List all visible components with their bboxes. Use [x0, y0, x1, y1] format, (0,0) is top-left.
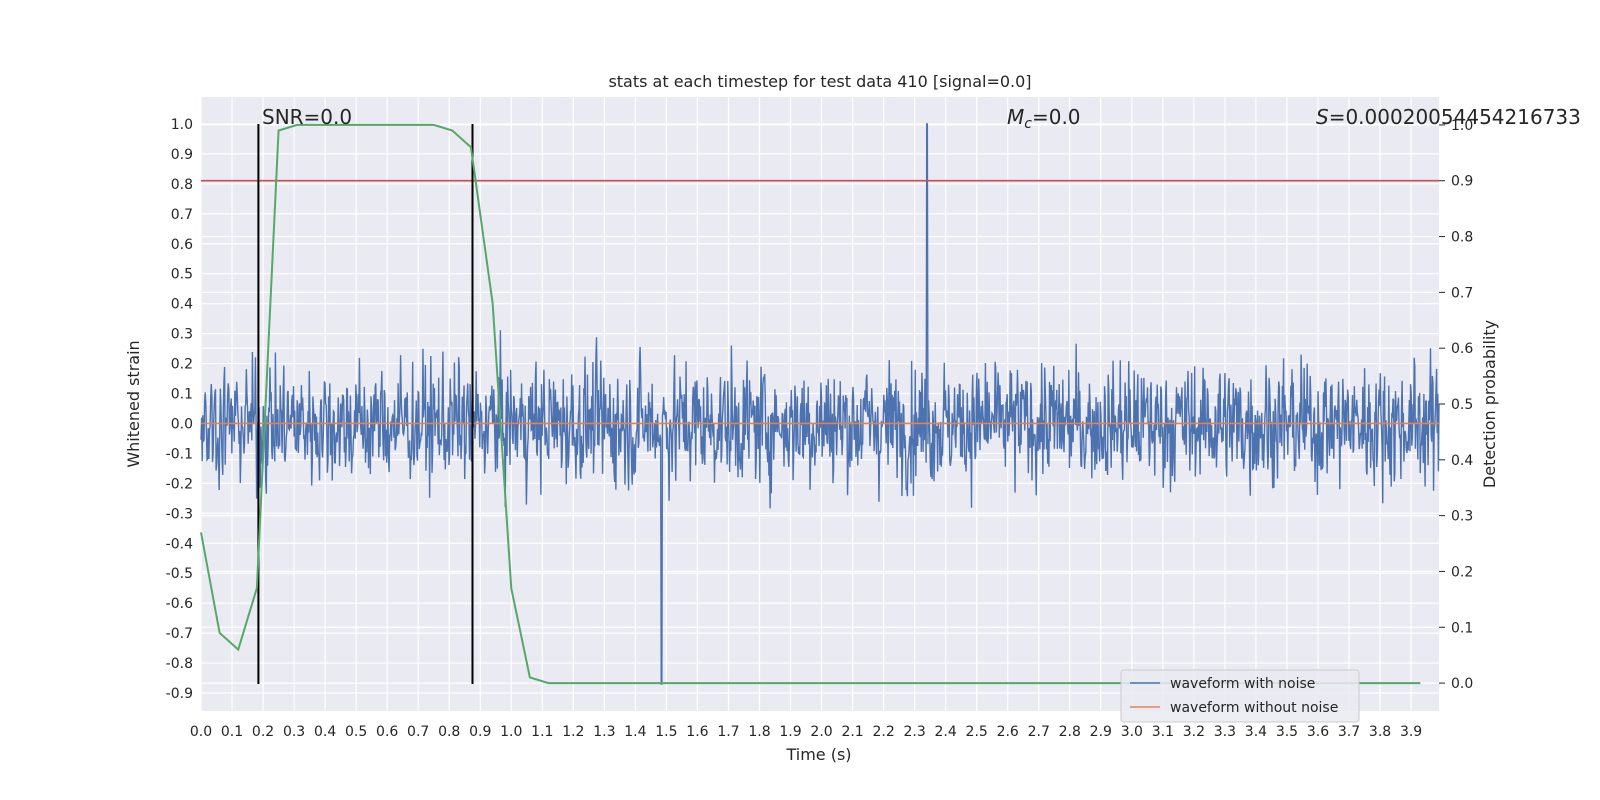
y-tick-label: -0.6	[166, 596, 193, 612]
s-value: =0.00020054454216733	[1329, 105, 1581, 129]
x-tick-label: 1.7	[717, 724, 739, 740]
y-tick-label: 0.8	[171, 177, 193, 193]
chart-title: stats at each timestep for test data 410…	[608, 72, 1031, 91]
x-tick-label: 2.8	[1059, 724, 1081, 740]
mc-value: =0.0	[1032, 105, 1081, 129]
y-right-tick-label: 0.4	[1451, 453, 1473, 469]
y-tick-label: 0.6	[171, 237, 193, 253]
x-tick-label: 3.4	[1245, 724, 1267, 740]
x-tick-label: 1.5	[655, 724, 677, 740]
y-right-tick-label: 0.6	[1451, 341, 1473, 357]
y-tick-label: 0.1	[171, 387, 193, 403]
y-tick-label: -0.8	[166, 656, 193, 672]
x-tick-label: 1.3	[593, 724, 615, 740]
noise-waveform-line	[200, 123, 1440, 685]
y-right-tick-label: 0.7	[1451, 285, 1473, 301]
y-right-tick-label: 0.0	[1451, 676, 1473, 692]
x-tick-label: 2.9	[1090, 724, 1112, 740]
y-right-tick-label: 0.5	[1451, 397, 1473, 413]
x-tick-label: 1.4	[624, 724, 646, 740]
x-tick-label: 0.3	[283, 724, 305, 740]
x-tick-label: 1.6	[686, 724, 708, 740]
y-tick-label: 0.4	[171, 297, 193, 313]
detection-probability-line	[200, 123, 1421, 685]
y-tick-label: -0.1	[166, 446, 193, 462]
x-tick-label: 3.8	[1369, 724, 1391, 740]
y-tick-label: 0.7	[171, 207, 193, 223]
y-axis-label: Whitened strain	[124, 340, 143, 467]
y-right-tick-label: 0.1	[1451, 620, 1473, 636]
x-tick-label: 1.9	[779, 724, 801, 740]
x-tick-label: 2.7	[1028, 724, 1050, 740]
x-tick-label: 0.5	[345, 724, 367, 740]
y-right-tick-label: 0.9	[1451, 174, 1473, 190]
x-tick-label: 0.4	[314, 724, 336, 740]
x-tick-label: 2.6	[997, 724, 1019, 740]
mc-subscript: c	[1024, 116, 1032, 132]
x-tick-label: 3.9	[1400, 724, 1422, 740]
x-tick-label: 3.3	[1214, 724, 1236, 740]
x-tick-label: 2.0	[810, 724, 832, 740]
y-tick-label: -0.7	[166, 626, 193, 642]
x-tick-label: 0.0	[190, 724, 212, 740]
x-tick-label: 0.7	[407, 724, 429, 740]
overlay-lines	[200, 123, 1439, 685]
y-tick-label: 0.5	[171, 267, 193, 283]
x-tick-label: 0.2	[252, 724, 274, 740]
legend: waveform with noise waveform without noi…	[1120, 669, 1360, 723]
y-tick-label: -0.2	[166, 476, 193, 492]
x-tick-label: 2.4	[935, 724, 957, 740]
y-tick-label: -0.9	[166, 686, 193, 702]
legend-box	[1120, 669, 1360, 723]
y-right-tick-label: 1.0	[1451, 118, 1473, 134]
y-tick-label: 0.0	[171, 416, 193, 432]
y-tick-label: -0.4	[166, 536, 193, 552]
x-tick-label: 2.5	[966, 724, 988, 740]
x-tick-label: 2.1	[841, 724, 863, 740]
y-tick-label: 0.3	[171, 327, 193, 343]
x-tick-label: 1.0	[500, 724, 522, 740]
x-tick-label: 0.9	[469, 724, 491, 740]
legend-clean-label: waveform without noise	[1170, 700, 1338, 716]
mc-annotation: Mc=0.0	[1007, 105, 1081, 132]
y-tick-label: 0.9	[171, 147, 193, 163]
x-tick-label: 3.1	[1152, 724, 1174, 740]
x-axis-label: Time (s)	[785, 745, 851, 764]
legend-noise-label: waveform with noise	[1170, 676, 1315, 692]
x-tick-label: 0.6	[376, 724, 398, 740]
y-right-tick-label: 0.3	[1451, 509, 1473, 525]
s-annotation: S=0.00020054454216733	[1316, 105, 1581, 129]
x-tick-label: 1.2	[562, 724, 584, 740]
x-tick-label: 2.3	[904, 724, 926, 740]
y-right-tick-label: 0.8	[1451, 230, 1473, 246]
noise-waveform	[200, 123, 1440, 685]
x-tick-label: 3.6	[1307, 724, 1329, 740]
x-tick-label: 2.2	[872, 724, 894, 740]
y-tick-label: 0.2	[171, 357, 193, 373]
x-tick-label: 0.1	[221, 724, 243, 740]
x-tick-label: 3.7	[1338, 724, 1360, 740]
y-axis-right-label: Detection probability	[1480, 320, 1499, 488]
x-tick-label: 3.2	[1183, 724, 1205, 740]
y-tick-label: -0.3	[166, 506, 193, 522]
y-tick-label: 1.0	[171, 117, 193, 133]
x-tick-label: 1.8	[748, 724, 770, 740]
tick-labels: 0.0 0.1 0.2 0.3 0.4 0.5 0.6 0.7 0.8 0.9 1.0 1.1 1.2 1…	[166, 117, 1474, 740]
x-tick-label: 3.5	[1276, 724, 1298, 740]
s-symbol: S	[1316, 105, 1329, 129]
mc-symbol: M	[1007, 105, 1024, 129]
x-tick-label: 0.8	[438, 724, 460, 740]
y-tick-label: -0.5	[166, 566, 193, 582]
x-tick-label: 3.0	[1121, 724, 1143, 740]
x-tick-label: 1.1	[531, 724, 553, 740]
snr-annotation: SNR=0.0	[262, 105, 352, 129]
y-right-tick-label: 0.2	[1451, 564, 1473, 580]
